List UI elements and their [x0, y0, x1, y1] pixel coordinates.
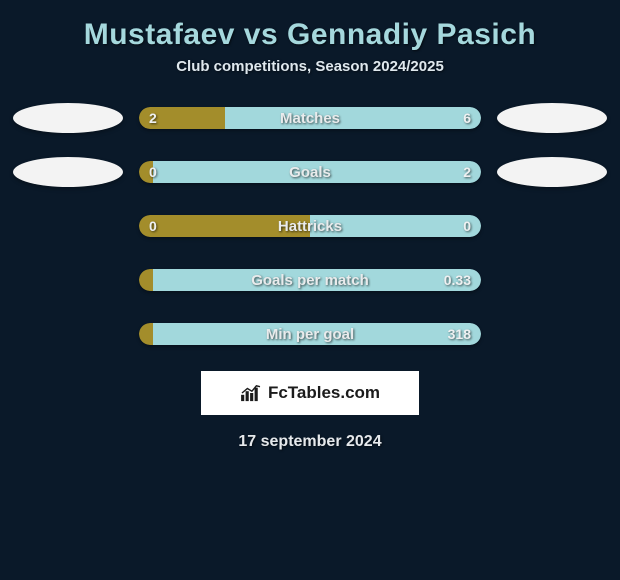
- page-title: Mustafaev vs Gennadiy Pasich: [0, 10, 620, 58]
- stat-label: Goals: [139, 161, 481, 183]
- player-left-ellipse: [13, 157, 123, 187]
- stat-row: 02Goals: [8, 157, 612, 187]
- stat-bar: 318Min per goal: [139, 323, 481, 345]
- date-line: 17 september 2024: [0, 433, 620, 451]
- stat-label: Goals per match: [139, 269, 481, 291]
- stat-bar: 26Matches: [139, 107, 481, 129]
- stat-bar: 0.33Goals per match: [139, 269, 481, 291]
- stat-row: 26Matches: [8, 103, 612, 133]
- comparison-card: Mustafaev vs Gennadiy Pasich Club compet…: [0, 0, 620, 461]
- chart-icon: [240, 384, 262, 402]
- player-left-ellipse: [13, 103, 123, 133]
- stat-row: 318Min per goal: [8, 319, 612, 349]
- stat-row: 0.33Goals per match: [8, 265, 612, 295]
- stat-label: Hattricks: [139, 215, 481, 237]
- player-right-ellipse: [497, 103, 607, 133]
- brand-text: FcTables.com: [268, 383, 380, 403]
- player-right-ellipse: [497, 157, 607, 187]
- stat-bar: 02Goals: [139, 161, 481, 183]
- stat-rows: 26Matches 02Goals 00Hattricks 0.33Goals per…: [0, 103, 620, 349]
- stat-bar: 00Hattricks: [139, 215, 481, 237]
- stat-label: Matches: [139, 107, 481, 129]
- stat-row: 00Hattricks: [8, 211, 612, 241]
- page-subtitle: Club competitions, Season 2024/2025: [0, 58, 620, 103]
- stat-label: Min per goal: [139, 323, 481, 345]
- brand-box[interactable]: FcTables.com: [201, 371, 419, 415]
